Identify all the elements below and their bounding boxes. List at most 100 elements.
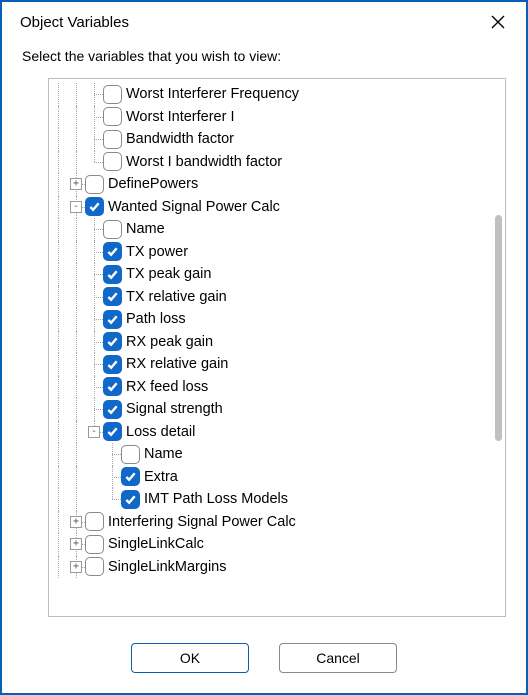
tree-item-label: IMT Path Loss Models bbox=[143, 491, 288, 507]
checkbox[interactable] bbox=[103, 152, 122, 171]
tree-item-label: RX feed loss bbox=[125, 379, 208, 395]
expand-icon[interactable]: + bbox=[70, 538, 82, 550]
scrollbar-thumb[interactable] bbox=[495, 215, 502, 441]
checkbox[interactable] bbox=[103, 310, 122, 329]
tree-row[interactable]: Worst Interferer Frequency bbox=[49, 83, 505, 106]
tree-guides bbox=[49, 263, 103, 286]
tree-item-label: RX relative gain bbox=[125, 356, 228, 372]
checkbox[interactable] bbox=[103, 107, 122, 126]
ok-button[interactable]: OK bbox=[131, 643, 249, 673]
tree-item-label: Name bbox=[125, 221, 165, 237]
tree-guides bbox=[49, 308, 103, 331]
tree-row[interactable]: Name bbox=[49, 218, 505, 241]
dialog-window: Object Variables Select the variables th… bbox=[0, 0, 528, 695]
variable-tree[interactable]: Worst Interferer Frequency Worst Interfer… bbox=[49, 79, 505, 616]
tree-guides bbox=[49, 106, 103, 129]
tree-row[interactable]: + SingleLinkMargins bbox=[49, 556, 505, 579]
tree-item-label: Signal strength bbox=[125, 401, 223, 417]
tree-row[interactable]: + Interfering Signal Power Calc bbox=[49, 511, 505, 534]
tree-row[interactable]: Name bbox=[49, 443, 505, 466]
window-title: Object Variables bbox=[20, 14, 129, 31]
tree-guides bbox=[49, 398, 103, 421]
checkbox[interactable] bbox=[103, 242, 122, 261]
checkbox[interactable] bbox=[85, 535, 104, 554]
titlebar: Object Variables bbox=[2, 2, 526, 42]
tree-row[interactable]: Extra bbox=[49, 466, 505, 489]
tree-row[interactable]: RX peak gain bbox=[49, 331, 505, 354]
tree-item-label: Path loss bbox=[125, 311, 186, 327]
tree-item-label: Interfering Signal Power Calc bbox=[107, 514, 296, 530]
close-button[interactable] bbox=[484, 8, 512, 36]
tree-guides bbox=[49, 443, 121, 466]
checkbox[interactable] bbox=[103, 332, 122, 351]
tree-row[interactable]: IMT Path Loss Models bbox=[49, 488, 505, 511]
tree-item-label: DefinePowers bbox=[107, 176, 198, 192]
tree-guides bbox=[49, 488, 121, 511]
cancel-button[interactable]: Cancel bbox=[279, 643, 397, 673]
tree-row[interactable]: TX relative gain bbox=[49, 286, 505, 309]
tree-item-label: Name bbox=[143, 446, 183, 462]
tree-item-label: Wanted Signal Power Calc bbox=[107, 199, 280, 215]
tree-row[interactable]: - Loss detail bbox=[49, 421, 505, 444]
tree-guides bbox=[49, 241, 103, 264]
checkbox[interactable] bbox=[121, 490, 140, 509]
expand-icon[interactable]: + bbox=[70, 561, 82, 573]
tree-row[interactable]: Signal strength bbox=[49, 398, 505, 421]
tree-item-label: TX peak gain bbox=[125, 266, 211, 282]
tree-row[interactable]: Worst Interferer I bbox=[49, 106, 505, 129]
tree-item-label: TX power bbox=[125, 244, 188, 260]
checkbox[interactable] bbox=[103, 355, 122, 374]
checkbox[interactable] bbox=[85, 512, 104, 531]
tree-item-label: SingleLinkCalc bbox=[107, 536, 204, 552]
checkbox[interactable] bbox=[85, 197, 104, 216]
tree-item-label: SingleLinkMargins bbox=[107, 559, 226, 575]
tree-row[interactable]: RX relative gain bbox=[49, 353, 505, 376]
collapse-icon[interactable]: - bbox=[88, 426, 100, 438]
tree-row[interactable]: Worst I bandwidth factor bbox=[49, 151, 505, 174]
tree-item-label: Loss detail bbox=[125, 424, 195, 440]
tree-guides bbox=[49, 128, 103, 151]
tree-item-label: Extra bbox=[143, 469, 178, 485]
tree-guides bbox=[49, 83, 103, 106]
checkbox[interactable] bbox=[103, 400, 122, 419]
checkbox[interactable] bbox=[103, 422, 122, 441]
tree-guides bbox=[49, 353, 103, 376]
close-icon bbox=[491, 15, 505, 29]
checkbox[interactable] bbox=[103, 377, 122, 396]
checkbox[interactable] bbox=[121, 467, 140, 486]
expand-icon[interactable]: + bbox=[70, 516, 82, 528]
tree-item-label: Worst Interferer I bbox=[125, 109, 235, 125]
checkbox[interactable] bbox=[103, 287, 122, 306]
tree-row[interactable]: RX feed loss bbox=[49, 376, 505, 399]
checkbox[interactable] bbox=[103, 130, 122, 149]
tree-row[interactable]: Path loss bbox=[49, 308, 505, 331]
instruction-text: Select the variables that you wish to vi… bbox=[2, 42, 526, 78]
tree-item-label: Bandwidth factor bbox=[125, 131, 234, 147]
tree-guides bbox=[49, 376, 103, 399]
tree-guides bbox=[49, 286, 103, 309]
tree-row[interactable]: Bandwidth factor bbox=[49, 128, 505, 151]
tree-row[interactable]: TX peak gain bbox=[49, 263, 505, 286]
checkbox[interactable] bbox=[103, 265, 122, 284]
tree-row[interactable]: + DefinePowers bbox=[49, 173, 505, 196]
tree-guides bbox=[49, 218, 103, 241]
tree-item-label: TX relative gain bbox=[125, 289, 227, 305]
checkbox[interactable] bbox=[103, 85, 122, 104]
checkbox[interactable] bbox=[85, 557, 104, 576]
tree-row[interactable]: + SingleLinkCalc bbox=[49, 533, 505, 556]
expand-icon[interactable]: + bbox=[70, 178, 82, 190]
checkbox[interactable] bbox=[121, 445, 140, 464]
tree-row[interactable]: - Wanted Signal Power Calc bbox=[49, 196, 505, 219]
button-bar: OK Cancel bbox=[2, 627, 526, 693]
tree-item-label: RX peak gain bbox=[125, 334, 213, 350]
tree-row[interactable]: TX power bbox=[49, 241, 505, 264]
checkbox[interactable] bbox=[85, 175, 104, 194]
tree-container: Worst Interferer Frequency Worst Interfer… bbox=[48, 78, 506, 617]
tree-guides bbox=[49, 151, 103, 174]
checkbox[interactable] bbox=[103, 220, 122, 239]
tree-guides bbox=[49, 331, 103, 354]
tree-item-label: Worst I bandwidth factor bbox=[125, 154, 282, 170]
tree-guides bbox=[49, 466, 121, 489]
collapse-icon[interactable]: - bbox=[70, 201, 82, 213]
tree-item-label: Worst Interferer Frequency bbox=[125, 86, 299, 102]
